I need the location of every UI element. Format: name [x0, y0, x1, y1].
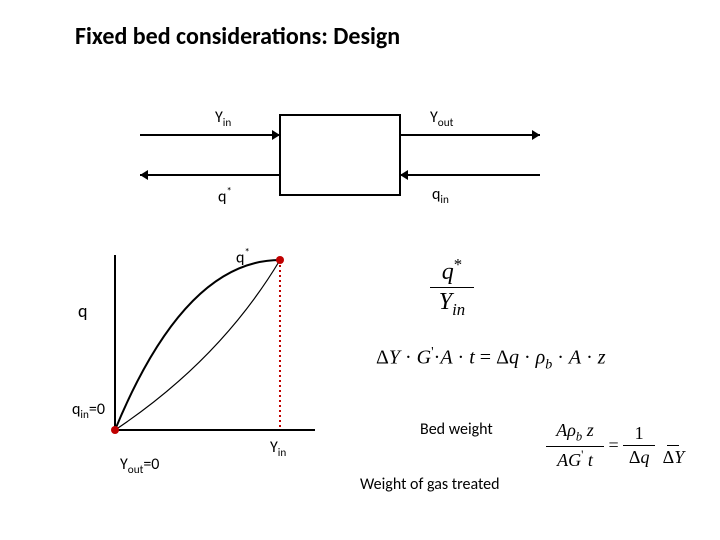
point-label-qstar: q* — [236, 246, 250, 267]
axis-label-q: q — [78, 300, 87, 322]
equation-mass-balance: ΔY · G'·A · t = Δq · ρb · A · z — [376, 345, 606, 374]
axis-label-yin: Yin — [270, 438, 286, 460]
label-bed-weight: Bed weight — [420, 420, 493, 439]
equation-ratio-fraction: Aρb z AG' t = 1 Δq ΔY — [546, 420, 687, 471]
label-gas-weight: Weight of gas treated — [360, 475, 500, 494]
label-qin-zero: qin=0 — [72, 400, 105, 422]
label-yout-zero: Yout=0 — [120, 455, 159, 477]
equation-qstar-over-yin: q* Yin — [430, 255, 474, 320]
